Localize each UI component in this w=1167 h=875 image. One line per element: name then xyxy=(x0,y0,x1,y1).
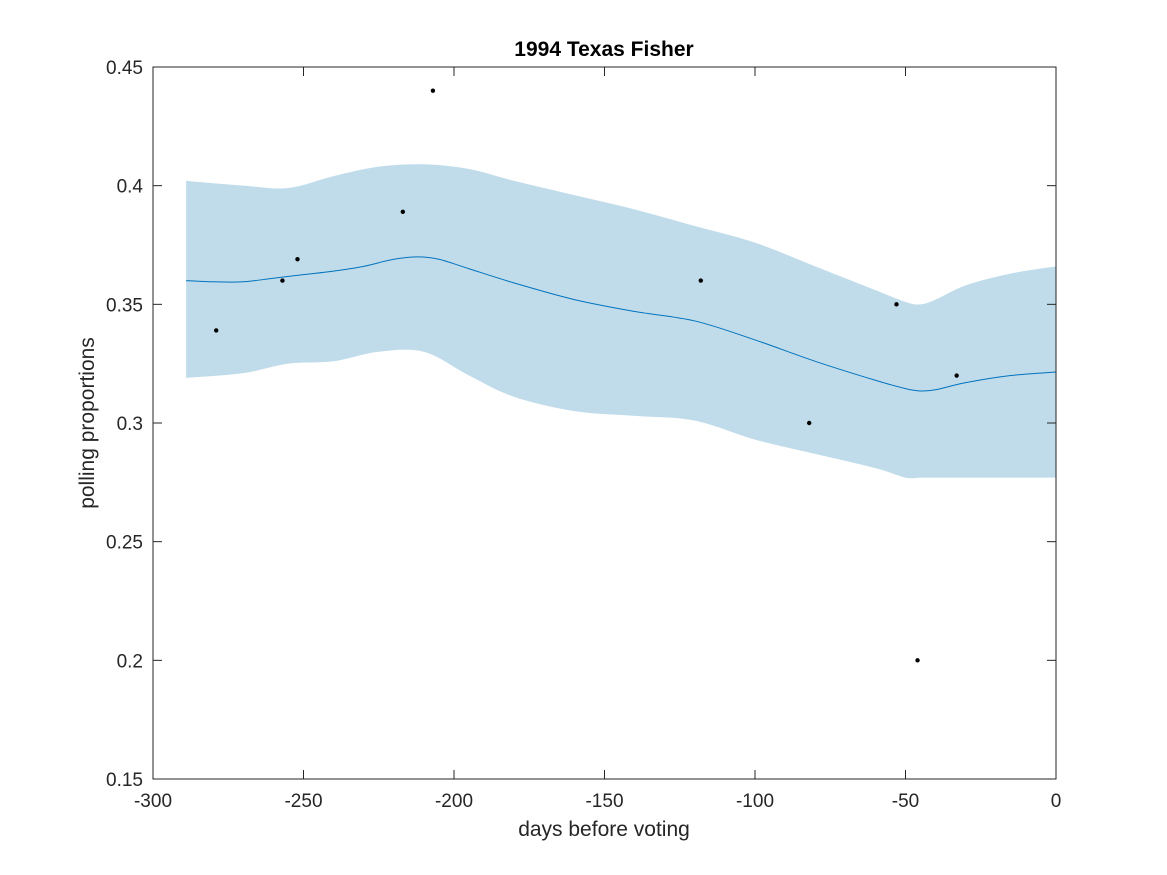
x-tick-label: -100 xyxy=(736,791,774,812)
poll-point xyxy=(954,373,959,378)
trend-line xyxy=(186,256,1057,392)
poll-point xyxy=(894,302,899,307)
y-tick-label: 0.45 xyxy=(106,58,143,79)
poll-point xyxy=(400,209,406,214)
poll-point xyxy=(698,278,704,283)
poll-point xyxy=(806,420,812,426)
poll-point xyxy=(295,257,300,262)
x-axis-ticks: -300 -250 -200 -150 -100 -50 0 xyxy=(134,67,1061,812)
confidence-band xyxy=(186,164,1057,479)
x-tick-label: -300 xyxy=(134,791,172,812)
y-tick-label: 0.4 xyxy=(117,177,144,198)
y-tick-label: 0.35 xyxy=(106,295,143,316)
poll-point xyxy=(915,658,920,663)
poll-point xyxy=(430,88,436,93)
plot-area: -300 -250 -200 -150 -100 -50 0 0.150.20.250.30… xyxy=(106,58,1061,812)
y-tick-label: 0.2 xyxy=(117,651,143,672)
y-axis-label: polling proportions xyxy=(76,337,99,509)
chart-title: 1994 Texas Fisher xyxy=(514,38,693,61)
x-tick-label: -250 xyxy=(284,791,322,812)
x-tick-label: 0 xyxy=(1051,791,1062,812)
poll-point xyxy=(280,278,285,283)
x-axis-label: days before voting xyxy=(518,818,690,841)
poll-points xyxy=(214,88,959,663)
y-tick-label: 0.25 xyxy=(106,533,143,554)
y-axis-ticks: 0.15 0.2 0.25 0.3 0.35 0.4 0.45 xyxy=(106,58,1056,791)
x-tick-label: -150 xyxy=(585,791,623,812)
poll-point xyxy=(214,328,219,333)
x-tick-label: -50 xyxy=(892,791,919,812)
y-tick-label: 0.3 xyxy=(117,414,143,435)
y-tick-label: 0.15 xyxy=(106,770,143,791)
x-tick-label: -200 xyxy=(435,791,473,812)
